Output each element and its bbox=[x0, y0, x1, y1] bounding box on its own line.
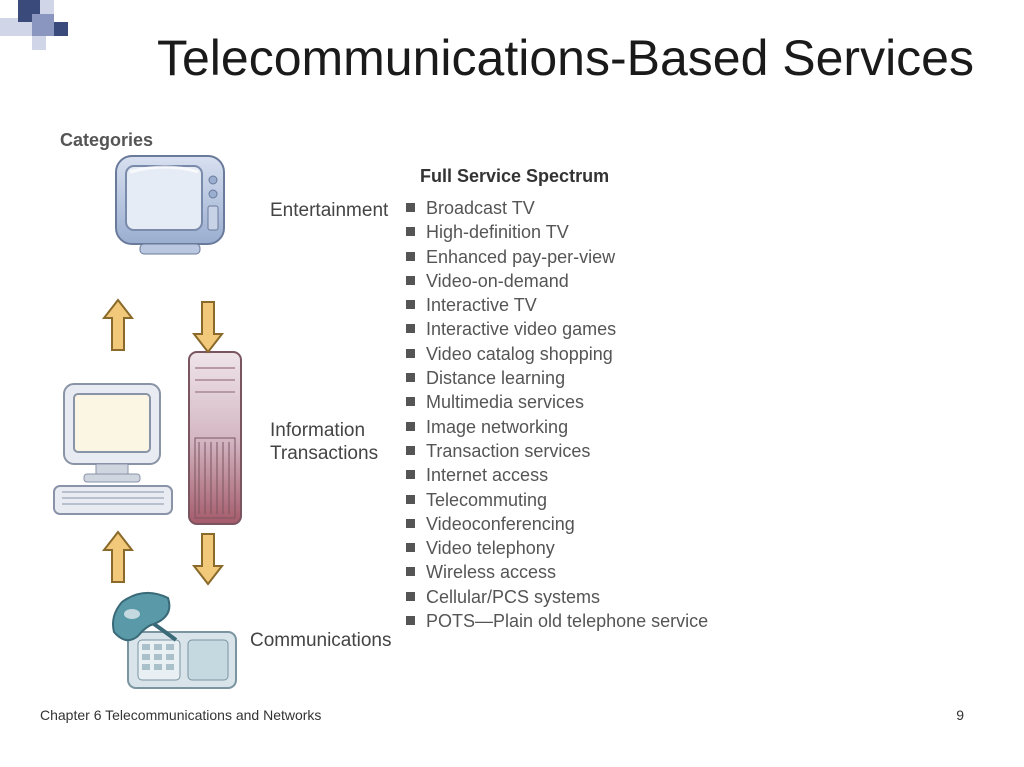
spectrum-item: Internet access bbox=[400, 463, 708, 487]
slide-title: Telecommunications-Based Services bbox=[140, 30, 974, 88]
category-information: Information Transactions bbox=[270, 420, 378, 466]
spectrum-item: Multimedia services bbox=[400, 390, 708, 414]
spectrum-item: Distance learning bbox=[400, 366, 708, 390]
footer-chapter: Chapter 6 Telecommunications and Network… bbox=[40, 707, 321, 723]
arrow-down-icon bbox=[190, 298, 226, 354]
spectrum-item: Video catalog shopping bbox=[400, 342, 708, 366]
spectrum-item: Cellular/PCS systems bbox=[400, 585, 708, 609]
spectrum-item: Video telephony bbox=[400, 536, 708, 560]
computer-icon bbox=[48, 380, 178, 520]
corner-decoration bbox=[0, 0, 110, 60]
spectrum-item: Videoconferencing bbox=[400, 512, 708, 536]
tv-icon bbox=[110, 150, 230, 260]
spectrum-item: Video-on-demand bbox=[400, 269, 708, 293]
spectrum-item: Image networking bbox=[400, 415, 708, 439]
spectrum-item: Transaction services bbox=[400, 439, 708, 463]
spectrum-item: Broadcast TV bbox=[400, 196, 708, 220]
spectrum-item: POTS—Plain old telephone service bbox=[400, 609, 708, 633]
spectrum-item: Enhanced pay-per-view bbox=[400, 245, 708, 269]
spectrum-item: Wireless access bbox=[400, 560, 708, 584]
categories-diagram bbox=[30, 150, 280, 710]
spectrum-heading: Full Service Spectrum bbox=[420, 166, 609, 187]
category-entertainment: Entertainment bbox=[270, 200, 388, 223]
spectrum-item: Interactive video games bbox=[400, 317, 708, 341]
arrow-up-icon bbox=[100, 530, 136, 586]
telephone-icon bbox=[104, 580, 244, 700]
arrow-down-icon bbox=[190, 530, 226, 586]
footer-page-number: 9 bbox=[956, 707, 964, 723]
arrow-up-icon bbox=[100, 298, 136, 354]
categories-heading: Categories bbox=[60, 130, 153, 151]
server-icon bbox=[185, 348, 245, 528]
spectrum-item: Interactive TV bbox=[400, 293, 708, 317]
spectrum-list: Broadcast TV High-definition TV Enhanced… bbox=[400, 196, 708, 633]
spectrum-item: Telecommuting bbox=[400, 488, 708, 512]
spectrum-item: High-definition TV bbox=[400, 220, 708, 244]
